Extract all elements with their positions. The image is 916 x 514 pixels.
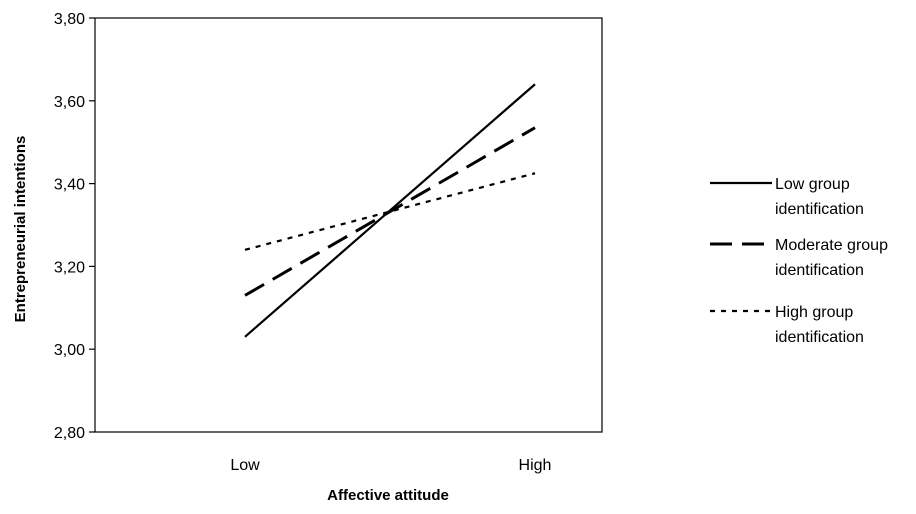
y-axis: 2,80 3,00 3,20 3,40 3,60 3,80 bbox=[54, 11, 95, 442]
legend-label: Low group bbox=[775, 176, 850, 193]
legend: Low group identification Moderate group ide… bbox=[710, 176, 888, 346]
y-tick-label: 3,00 bbox=[54, 342, 85, 359]
series-line bbox=[244, 126, 536, 297]
y-axis-title: Entrepreneurial intentions bbox=[12, 136, 29, 323]
legend-label: High group bbox=[775, 304, 853, 321]
y-tick-label: 3,60 bbox=[54, 94, 85, 111]
legend-label: identification bbox=[775, 329, 864, 346]
legend-label: Moderate group bbox=[775, 237, 888, 254]
x-tick-label: High bbox=[519, 457, 552, 474]
y-tick-label: 3,40 bbox=[54, 177, 85, 194]
y-tick-label: 2,80 bbox=[54, 425, 85, 442]
legend-label: identification bbox=[775, 201, 864, 218]
plot-area-frame bbox=[94, 17, 603, 433]
x-axis: Low High bbox=[230, 457, 551, 474]
x-axis-title: Affective attitude bbox=[327, 487, 449, 504]
y-tick-label: 3,20 bbox=[54, 259, 85, 276]
legend-label: identification bbox=[775, 262, 864, 279]
series-group bbox=[244, 83, 536, 338]
x-tick-label: Low bbox=[230, 457, 260, 474]
y-tick-label: 3,80 bbox=[54, 11, 85, 28]
